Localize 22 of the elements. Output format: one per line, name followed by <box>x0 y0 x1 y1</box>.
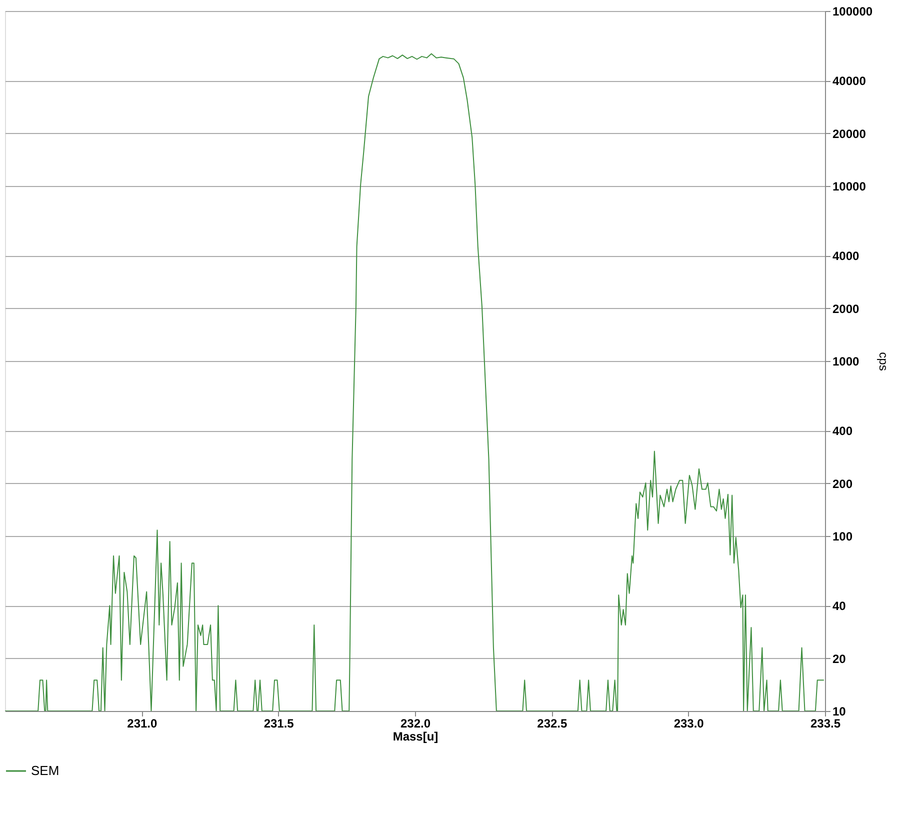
y-tick-label: 200 <box>832 476 853 491</box>
y-tick-label: 10000 <box>832 180 866 194</box>
x-tick-label: 232.5 <box>537 716 568 730</box>
y-tick-label: 10 <box>832 704 846 718</box>
x-tick-label: 233.5 <box>810 716 841 730</box>
y-tick-label: 400 <box>832 424 853 438</box>
y-tick-label: 1000 <box>832 354 860 368</box>
legend-label: SEM <box>31 763 60 778</box>
y-tick-label: 100000 <box>832 4 873 18</box>
y-tick-label: 4000 <box>832 249 860 264</box>
x-tick-label: 232.0 <box>400 716 431 730</box>
x-tick-label: 231.5 <box>264 716 294 730</box>
y-tick-label: 20 <box>832 652 846 666</box>
y-tick-label: 2000 <box>832 302 860 316</box>
y-axis-title: cps <box>876 352 891 371</box>
x-tick-label: 233.0 <box>674 716 704 730</box>
y-tick-label: 40000 <box>832 74 866 88</box>
x-axis-title: Mass[u] <box>392 730 438 744</box>
x-tick-label: 231.0 <box>127 716 158 730</box>
y-tick-label: 20000 <box>832 126 866 141</box>
y-tick-label: 40 <box>832 599 846 614</box>
y-tick-label: 100 <box>832 530 853 544</box>
